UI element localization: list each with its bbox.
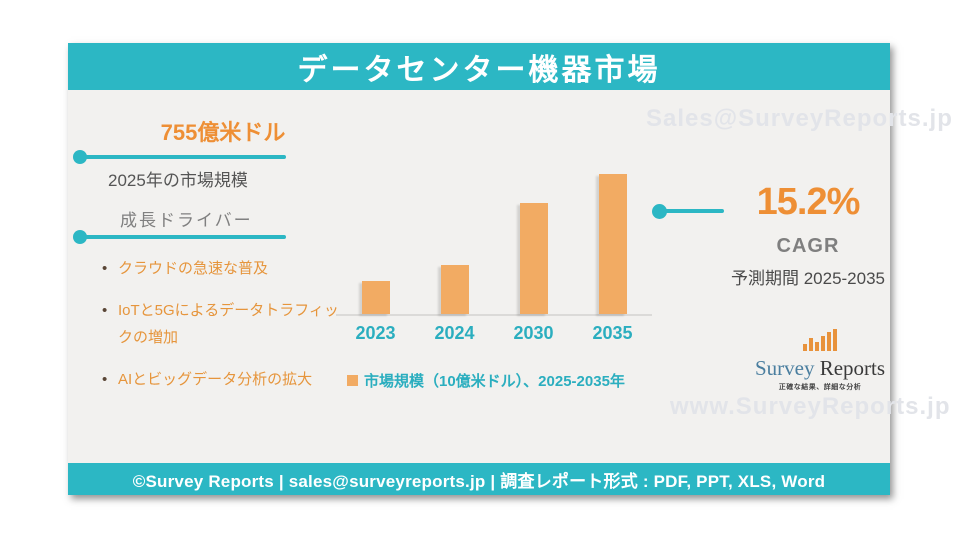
page-title: データセンター機器市場 bbox=[297, 53, 661, 87]
survey-reports-logo: Survey Reports 正確な結果、詳細な分析 bbox=[730, 329, 910, 392]
market-value: 755億米ドル bbox=[160, 120, 286, 145]
cagr-callout-line bbox=[652, 204, 724, 219]
timeline-dot bbox=[73, 150, 87, 164]
chart-x-label: 2023 bbox=[355, 323, 396, 343]
chart-bar-slot bbox=[494, 174, 573, 314]
legend-swatch bbox=[347, 375, 358, 386]
title-bar: データセンター機器市場 bbox=[68, 43, 890, 90]
chart-bar-slot bbox=[336, 174, 415, 314]
footer-text: ©Survey Reports | sales@surveyreports.jp… bbox=[132, 471, 826, 491]
footer-bar: ©Survey Reports | sales@surveyreports.jp… bbox=[68, 463, 890, 495]
timeline-dot bbox=[73, 230, 87, 244]
logo-tagline: 正確な結果、詳細な分析 bbox=[778, 384, 862, 391]
chart-bar-2023 bbox=[361, 281, 390, 314]
cagr-forecast-period: 予測期間 2025-2035 bbox=[730, 269, 886, 288]
driver-item: クラウドの急速な普及 bbox=[96, 255, 348, 282]
driver-item: AIとビッグデータ分析の拡大 bbox=[96, 366, 348, 393]
chart-x-label: 2035 bbox=[592, 323, 633, 343]
growth-drivers-heading: 成長ドライバー bbox=[120, 211, 253, 230]
divider-line-bottom bbox=[73, 230, 286, 244]
growth-drivers-list: クラウドの急速な普及 IoTと5Gによるデータトラフィックの増加 AIとビッグデータ… bbox=[96, 255, 348, 408]
chart-plot-area bbox=[336, 174, 652, 316]
divider-line-top bbox=[73, 150, 286, 164]
cagr-value: 15.2% bbox=[756, 181, 861, 223]
chart-x-label: 2024 bbox=[434, 323, 475, 343]
driver-item: IoTと5Gによるデータトラフィックの増加 bbox=[96, 297, 348, 351]
watermark-sales-email: Sales@SurveyReports.jp bbox=[646, 105, 953, 132]
logo-wordmark: Survey Reports bbox=[730, 356, 910, 381]
chart-bar-2030 bbox=[519, 203, 548, 314]
chart-bar-2024 bbox=[440, 265, 469, 314]
logo-word-reports: Reports bbox=[814, 356, 886, 380]
content-card: データセンター機器市場 Sales@SurveyReports.jp www.S… bbox=[68, 43, 952, 495]
chart-x-axis: 2023 2024 2030 2035 bbox=[336, 323, 652, 344]
bar-chart-icon bbox=[803, 329, 837, 351]
cagr-label: CAGR bbox=[776, 235, 840, 257]
chart-x-label: 2030 bbox=[513, 323, 554, 343]
chart-bar-slot bbox=[415, 174, 494, 314]
timeline-dot bbox=[652, 204, 667, 219]
logo-word-survey: Survey bbox=[754, 356, 815, 380]
legend-label: 市場規模（10億米ドル）、2025-2035年 bbox=[364, 373, 625, 390]
chart-bar-slot bbox=[573, 174, 652, 314]
chart-bar-2035 bbox=[598, 174, 627, 314]
bar-chart: 2023 2024 2030 2035 bbox=[336, 174, 652, 344]
chart-legend: 市場規模（10億米ドル）、2025-2035年 bbox=[347, 370, 625, 391]
watermark-website: www.SurveyReports.jp bbox=[670, 393, 951, 420]
market-value-caption: 2025年の市場規模 bbox=[108, 171, 248, 190]
